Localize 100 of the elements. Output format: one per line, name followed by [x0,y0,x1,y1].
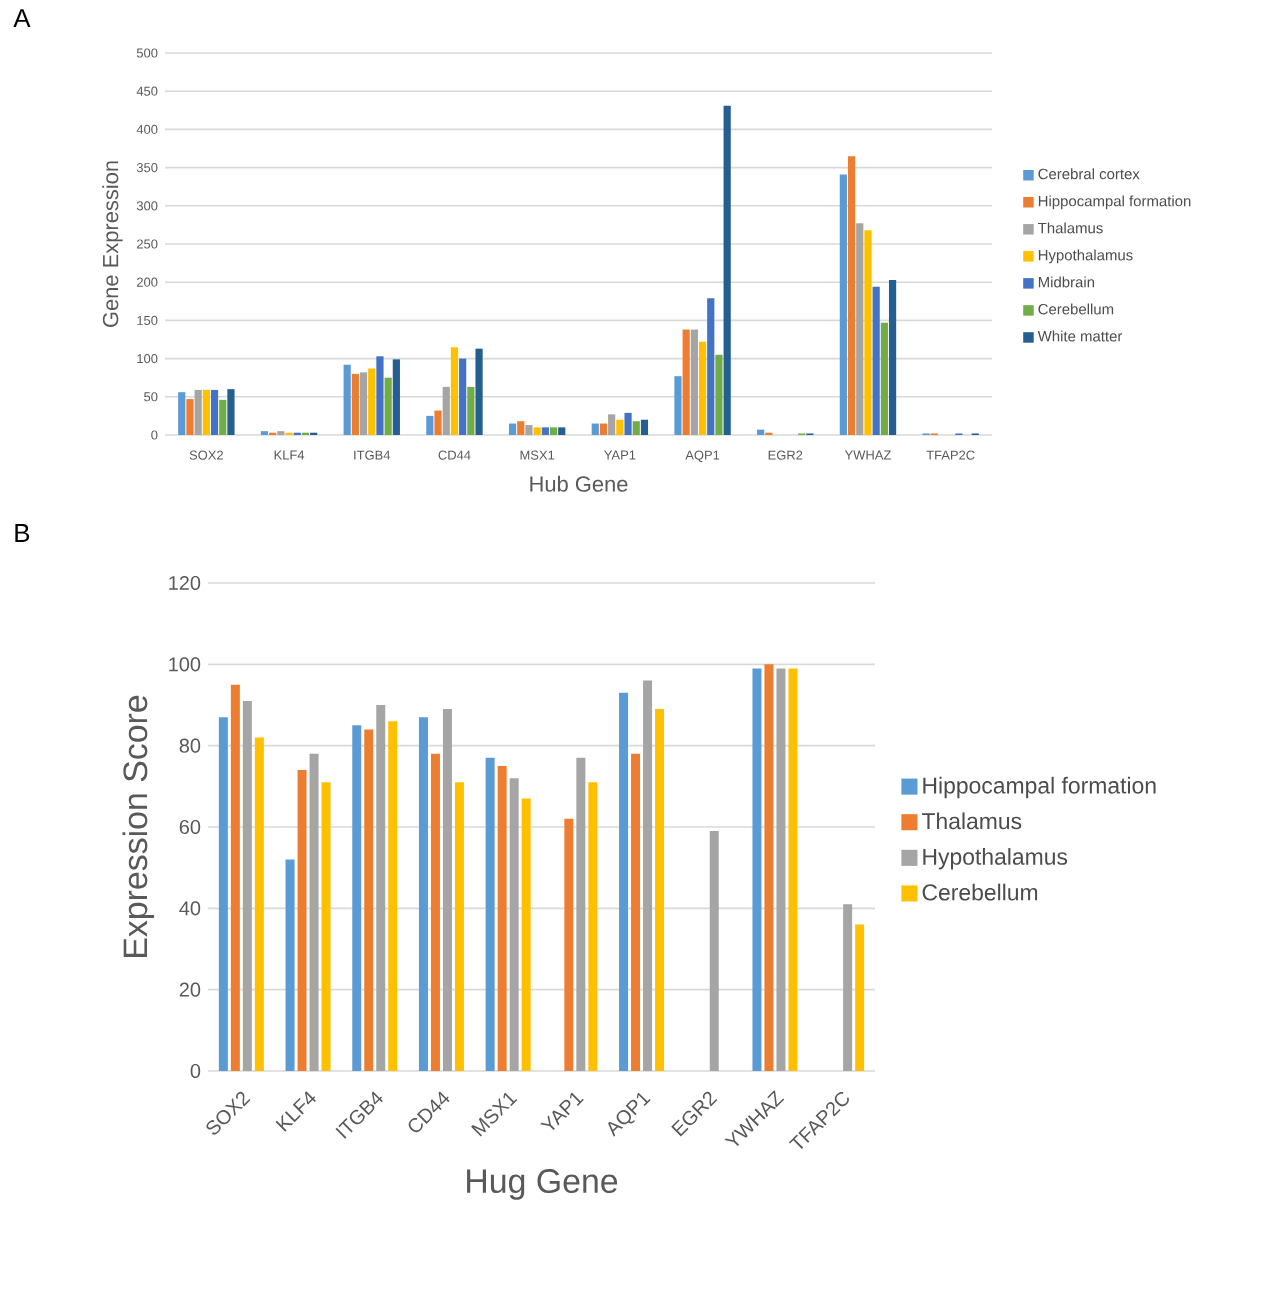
legend-label: White matter [1037,330,1123,342]
bar [351,373,359,435]
bar [517,421,525,435]
bar [194,389,202,435]
x-tick-label: TFAP2C [926,450,975,460]
legend-label: Cerebellum [922,883,1038,901]
bar [847,156,856,435]
bar [856,223,864,435]
bar [608,414,616,435]
bar [475,348,483,435]
bar [285,859,295,1071]
y-tick-label: 400 [136,124,158,134]
y-tick-label: 0 [190,1063,201,1079]
bar [459,358,467,435]
y-axis-title: Gene Expression [102,161,123,327]
chart-title: B [15,524,30,542]
bar [285,432,293,435]
legend-label: Hypothalamus [1038,249,1133,264]
bar [454,782,464,1071]
bar [549,427,558,435]
bar [709,831,719,1071]
bar [485,757,495,1071]
bar [359,372,368,435]
bar [509,778,519,1071]
bar [368,368,376,435]
bar [321,782,331,1071]
y-tick-label: 60 [179,819,201,835]
bar [260,431,269,435]
legend-label: Thalamus [1038,222,1103,234]
bar [588,782,598,1071]
bar [376,704,386,1071]
bar [888,279,897,435]
bar [558,427,566,435]
bar [418,717,428,1071]
bar [757,429,765,435]
bar [690,329,698,435]
bar [682,329,690,435]
y-tick-label: 350 [136,163,158,173]
bar [277,431,285,435]
legend-label: Cerebellum [1038,303,1114,315]
bar [297,770,307,1071]
y-tick-label: 100 [137,354,158,364]
bar [674,376,682,435]
bar [599,423,608,435]
y-tick-label: 40 [179,901,201,916]
bar [210,389,219,435]
y-tick-label: 100 [169,657,201,672]
bar [376,356,384,435]
x-tick-label: ITGB4 [354,450,391,460]
x-axis-title: Hub Gene [530,475,628,492]
bar [227,389,235,435]
bar [521,798,531,1071]
bar [776,668,786,1071]
legend-label: Thalamus [921,812,1022,830]
x-tick-label: CD44 [438,450,471,460]
bar [723,105,731,435]
bar [624,412,632,435]
bar [309,753,319,1071]
bar [872,286,880,435]
bar [839,174,847,435]
x-tick-label: SOX2 [189,450,223,460]
legend-label: Hypothalamus [923,848,1068,870]
bar [242,700,252,1071]
y-tick-label: 250 [137,239,158,249]
bar [576,757,586,1071]
y-tick-label: 500 [136,48,158,58]
bar [434,410,442,435]
bar [619,692,629,1071]
chart-title: A [13,9,31,28]
bar [426,415,434,435]
bar [467,386,475,435]
bar [640,419,649,435]
bar [178,392,186,435]
bar [352,725,362,1071]
x-tick-label: AQP1 [685,450,720,463]
bar [632,421,640,435]
x-tick-label: MSX1 [520,450,555,460]
bar [202,389,210,435]
bar [541,427,549,435]
bar [591,423,599,435]
x-tick-label: EGR2 [768,450,803,460]
bar [525,425,533,435]
bar [384,377,392,435]
y-tick-label: 50 [144,392,158,402]
bar [864,230,872,435]
x-tick-label: YWHAZ [844,450,891,460]
y-tick-label: 450 [136,86,158,96]
bar [392,359,400,435]
bar [698,341,707,435]
bar [219,399,227,435]
bar [715,354,723,435]
y-tick-label: 80 [179,738,201,753]
bar [643,680,653,1071]
y-tick-label: 120 [169,575,201,591]
bar [788,668,798,1071]
x-axis-title: Hug Gene [467,1169,618,1200]
legend-label: Midbrain [1038,276,1095,288]
bar [564,818,574,1071]
y-axis-title: Expression Score [122,695,155,957]
bar [843,904,853,1071]
